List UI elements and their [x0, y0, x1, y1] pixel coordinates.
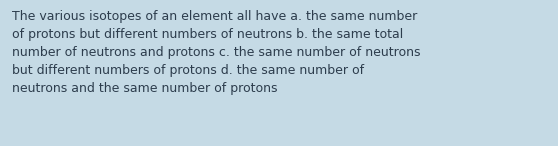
- Text: The various isotopes of an element all have a. the same number
of protons but di: The various isotopes of an element all h…: [12, 10, 421, 95]
